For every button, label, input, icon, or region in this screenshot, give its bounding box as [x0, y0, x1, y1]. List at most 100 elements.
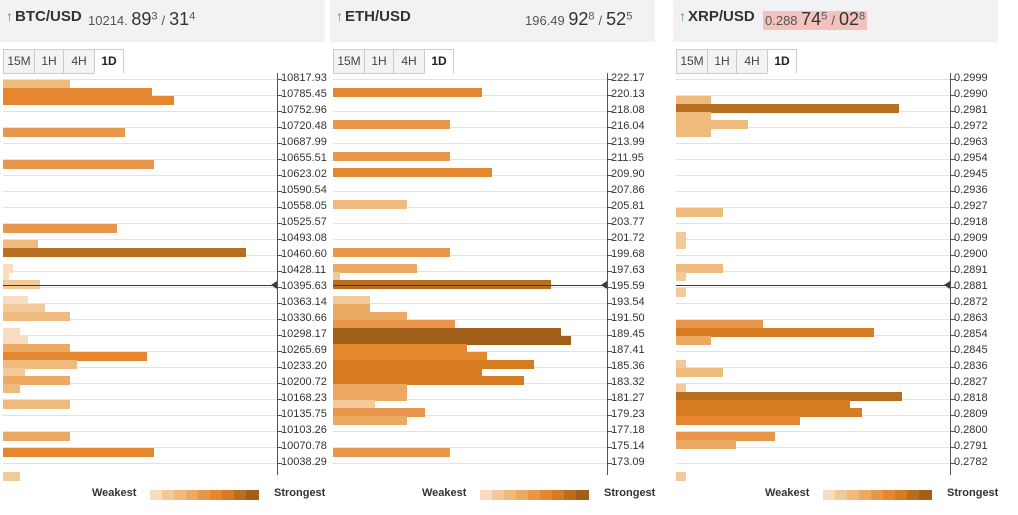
- price-level-label: 173.09: [611, 456, 645, 468]
- axis-tick: [950, 239, 955, 240]
- legend-swatch: [823, 490, 836, 500]
- legend-swatch: [150, 490, 163, 500]
- tab-1h[interactable]: 1H: [34, 49, 64, 74]
- tab-4h[interactable]: 4H: [63, 49, 95, 74]
- grid-line: [676, 431, 950, 432]
- grid-line: [3, 239, 277, 240]
- legend-swatch: [162, 490, 175, 500]
- price-prefix: 10214.: [88, 13, 132, 28]
- pair-title: ↑ ETH/USD: [336, 8, 411, 25]
- tab-15m[interactable]: 15M: [3, 49, 35, 74]
- axis-tick: [607, 271, 612, 272]
- price-level-label: 216.04: [611, 120, 645, 132]
- grid-line: [3, 383, 277, 384]
- confluence-bar: [333, 295, 370, 305]
- tab-1d[interactable]: 1D: [767, 49, 797, 74]
- grid-line: [3, 447, 277, 448]
- confluence-bar: [3, 351, 147, 361]
- current-price-line: [333, 285, 605, 287]
- bid-ask-price: 10214. 893/314: [88, 9, 195, 30]
- tab-4h[interactable]: 4H: [393, 49, 425, 74]
- price-level-label: 0.2954: [954, 152, 988, 164]
- price-level-label: 222.17: [611, 72, 645, 84]
- grid-line: [676, 95, 950, 96]
- legend-swatch: [883, 490, 896, 500]
- price-level-label: 203.77: [611, 216, 645, 228]
- price-level-label: 10752.96: [281, 104, 327, 116]
- axis-tick: [607, 335, 612, 336]
- axis-tick: [277, 463, 282, 464]
- price-level-label: 10493.08: [281, 232, 327, 244]
- legend-swatch: [492, 490, 505, 500]
- confluence-bar: [3, 359, 77, 369]
- legend-swatch: [871, 490, 884, 500]
- price-level-label: 177.18: [611, 424, 645, 436]
- price-level-label: 10817.93: [281, 72, 327, 84]
- confluence-bar: [333, 87, 482, 97]
- confluence-bar: [676, 383, 686, 393]
- confluence-bar: [676, 439, 736, 449]
- grid-line: [3, 287, 277, 288]
- ask-pip-fraction: 4: [189, 10, 196, 23]
- confluence-bar: [3, 79, 70, 89]
- confluence-chart: 222.17 220.13 218.08 216.04 213.99 211.95 209.…: [333, 72, 660, 475]
- grid-line: [3, 351, 277, 352]
- tab-15m[interactable]: 15M: [676, 49, 708, 74]
- tab-1d[interactable]: 1D: [94, 49, 124, 74]
- tab-4h[interactable]: 4H: [736, 49, 768, 74]
- confluence-bar: [676, 239, 686, 249]
- confluence-bar: [3, 223, 117, 233]
- confluence-bar: [333, 199, 407, 209]
- axis-tick: [950, 431, 955, 432]
- axis-tick: [607, 223, 612, 224]
- current-price-line: [3, 285, 275, 287]
- grid-line: [333, 143, 607, 144]
- price-level-label: 10395.63: [281, 280, 327, 292]
- axis-tick: [950, 271, 955, 272]
- confluence-chart: 10817.93 10785.45 10752.96 10720.48 10687.99…: [3, 72, 330, 481]
- header-background: [330, 0, 655, 42]
- price-level-label: 10687.99: [281, 136, 327, 148]
- grid-line: [3, 143, 277, 144]
- price-level-label: 0.2809: [954, 408, 988, 420]
- tab-1h[interactable]: 1H: [707, 49, 737, 74]
- price-quote: 10214. 893/314: [88, 9, 196, 29]
- legend-swatch: [919, 490, 932, 500]
- tab-1d[interactable]: 1D: [424, 49, 454, 74]
- axis-tick: [607, 447, 612, 448]
- confluence-bar: [676, 415, 800, 425]
- price-level-label: 0.2927: [954, 200, 988, 212]
- grid-line: [333, 447, 607, 448]
- grid-line: [3, 399, 277, 400]
- axis-tick: [950, 351, 955, 352]
- bid-pips: 89: [131, 9, 152, 29]
- price-level-label: 10363.14: [281, 296, 327, 308]
- price-axis: [277, 73, 278, 475]
- axis-tick: [277, 79, 282, 80]
- axis-tick: [277, 175, 282, 176]
- legend-swatch: [859, 490, 872, 500]
- axis-tick: [277, 319, 282, 320]
- price-level-label: 0.2918: [954, 216, 988, 228]
- tab-1h[interactable]: 1H: [364, 49, 394, 74]
- confluence-bar: [333, 151, 450, 161]
- price-level-label: 0.2863: [954, 312, 988, 324]
- bid-ask-price: 196.49 928/525: [525, 9, 632, 30]
- bid-pip-fraction: 3: [151, 10, 158, 23]
- axis-tick: [277, 351, 282, 352]
- axis-tick: [950, 463, 955, 464]
- axis-tick: [950, 415, 955, 416]
- confluence-bar: [676, 287, 686, 297]
- grid-line: [333, 271, 607, 272]
- axis-tick: [607, 287, 612, 288]
- confluence-bar: [3, 375, 70, 385]
- price-level-label: 0.2945: [954, 168, 988, 180]
- grid-line: [3, 79, 277, 80]
- confluence-bar: [333, 391, 407, 401]
- legend-swatch: [210, 490, 223, 500]
- price-level-label: 205.81: [611, 200, 645, 212]
- price-level-label: 183.32: [611, 376, 645, 388]
- tab-15m[interactable]: 15M: [333, 49, 365, 74]
- legend-strongest: Strongest: [604, 487, 656, 499]
- price-level-label: 193.54: [611, 296, 645, 308]
